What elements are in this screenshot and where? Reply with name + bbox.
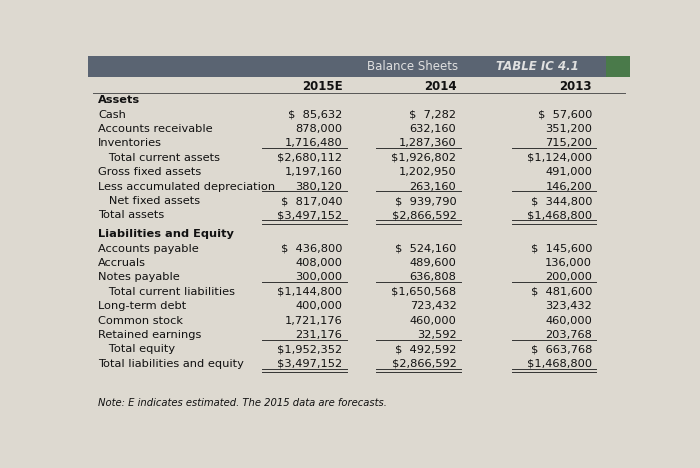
Text: $  57,600: $ 57,600 [538,110,592,119]
Text: Assets: Assets [98,95,141,105]
Text: Balance Sheets: Balance Sheets [368,60,458,73]
Text: 489,600: 489,600 [410,258,456,268]
Text: 400,000: 400,000 [295,301,342,311]
Text: $1,468,800: $1,468,800 [527,211,592,220]
Text: $2,866,592: $2,866,592 [391,359,456,369]
Text: $3,497,152: $3,497,152 [277,359,342,369]
Bar [88,56,630,77]
Text: 723,432: 723,432 [410,301,456,311]
Text: 32,592: 32,592 [416,330,456,340]
Text: 636,808: 636,808 [410,272,456,282]
Text: Retained earnings: Retained earnings [98,330,202,340]
Text: 200,000: 200,000 [545,272,592,282]
Text: TABLE IC 4.1: TABLE IC 4.1 [496,60,579,73]
Text: 2015E: 2015E [302,80,342,93]
Text: Accounts receivable: Accounts receivable [98,124,213,134]
Text: $  436,800: $ 436,800 [281,243,342,254]
Text: Common stock: Common stock [98,315,183,326]
Text: 380,120: 380,120 [295,182,342,191]
Text: Note: E indicates estimated. The 2015 data are forecasts.: Note: E indicates estimated. The 2015 da… [98,398,387,408]
Text: 300,000: 300,000 [295,272,342,282]
Text: $1,144,800: $1,144,800 [277,287,342,297]
Text: Accounts payable: Accounts payable [98,243,199,254]
Text: Less accumulated depreciation: Less accumulated depreciation [98,182,276,191]
Text: 878,000: 878,000 [295,124,342,134]
Text: 2013: 2013 [559,80,592,93]
Text: 231,176: 231,176 [295,330,342,340]
Text: $  344,800: $ 344,800 [531,196,592,206]
Text: 491,000: 491,000 [545,167,592,177]
Text: 632,160: 632,160 [410,124,456,134]
Text: $1,952,352: $1,952,352 [277,344,342,354]
Text: Cash: Cash [98,110,126,119]
Text: $  524,160: $ 524,160 [395,243,456,254]
Text: $1,124,000: $1,124,000 [527,153,592,163]
Text: Total current liabilities: Total current liabilities [98,287,235,297]
Text: 203,768: 203,768 [545,330,592,340]
Text: $  145,600: $ 145,600 [531,243,592,254]
Text: $1,468,800: $1,468,800 [527,359,592,369]
Text: 1,716,480: 1,716,480 [285,139,342,148]
Text: Notes payable: Notes payable [98,272,180,282]
Text: $  85,632: $ 85,632 [288,110,342,119]
Text: Total current assets: Total current assets [98,153,220,163]
Text: $3,497,152: $3,497,152 [277,211,342,220]
Text: Total equity: Total equity [98,344,176,354]
Text: Inventories: Inventories [98,139,162,148]
Text: 460,000: 460,000 [545,315,592,326]
Text: $  7,282: $ 7,282 [410,110,456,119]
Text: $2,866,592: $2,866,592 [391,211,456,220]
Text: 263,160: 263,160 [410,182,456,191]
Text: 715,200: 715,200 [545,139,592,148]
Text: Gross fixed assets: Gross fixed assets [98,167,202,177]
Text: $  481,600: $ 481,600 [531,287,592,297]
Text: $1,650,568: $1,650,568 [391,287,456,297]
Text: 408,000: 408,000 [295,258,342,268]
Text: 1,721,176: 1,721,176 [285,315,342,326]
Text: $  492,592: $ 492,592 [395,344,456,354]
Text: 1,287,360: 1,287,360 [399,139,456,148]
Text: 460,000: 460,000 [410,315,456,326]
Text: $  939,790: $ 939,790 [395,196,456,206]
Text: $  663,768: $ 663,768 [531,344,592,354]
Text: Liabilities and Equity: Liabilities and Equity [98,229,234,239]
Text: Accruals: Accruals [98,258,146,268]
Text: 136,000: 136,000 [545,258,592,268]
Text: 1,197,160: 1,197,160 [285,167,342,177]
Text: 323,432: 323,432 [545,301,592,311]
Text: $1,926,802: $1,926,802 [391,153,456,163]
Text: 146,200: 146,200 [545,182,592,191]
Text: $2,680,112: $2,680,112 [277,153,342,163]
Text: Net fixed assets: Net fixed assets [98,196,200,206]
Bar [606,56,630,77]
Text: Total liabilities and equity: Total liabilities and equity [98,359,244,369]
Text: Total assets: Total assets [98,211,164,220]
Text: $  817,040: $ 817,040 [281,196,342,206]
Text: 2014: 2014 [424,80,456,93]
Text: Long-term debt: Long-term debt [98,301,187,311]
Text: 351,200: 351,200 [545,124,592,134]
Text: 1,202,950: 1,202,950 [399,167,456,177]
